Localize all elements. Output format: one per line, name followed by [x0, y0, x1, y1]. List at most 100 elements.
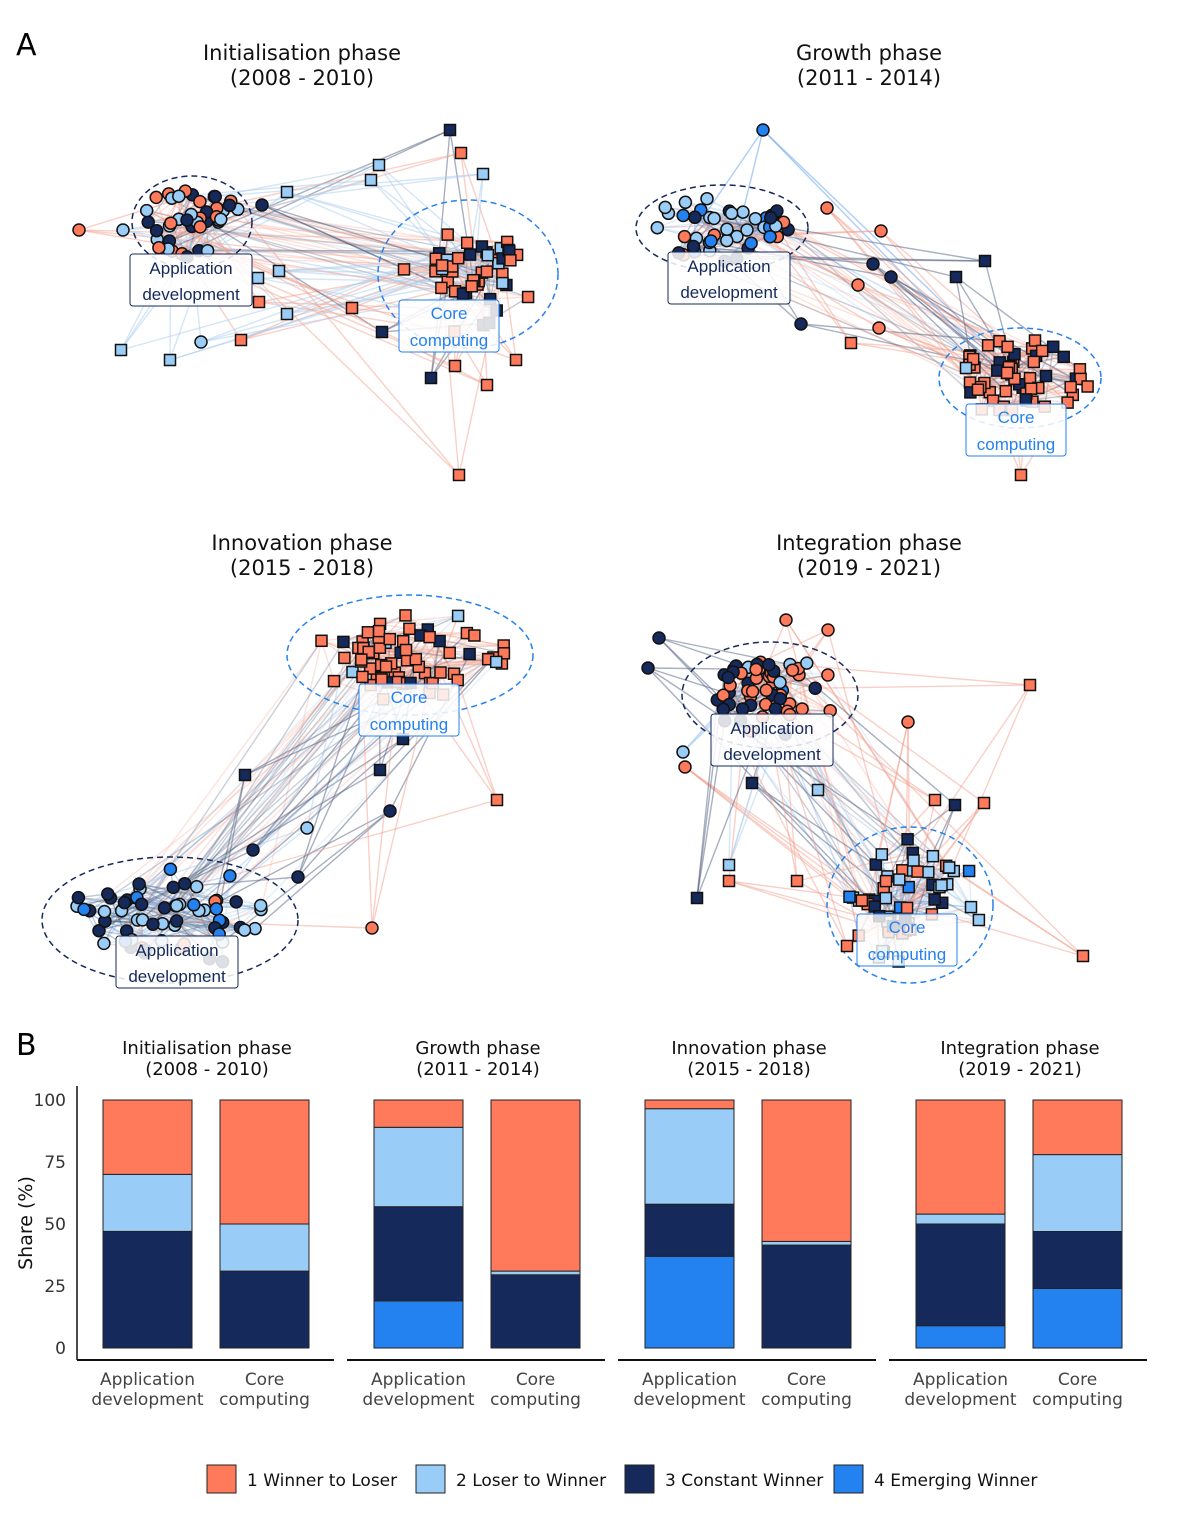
node-square — [1061, 396, 1074, 409]
network-edge — [878, 327, 1023, 389]
node-circle — [157, 901, 172, 915]
network-edge — [775, 225, 986, 262]
node-circle — [720, 233, 734, 248]
network-edge — [965, 367, 1080, 370]
legend-swatch — [833, 1464, 864, 1494]
bar-segment-winner-to-loser — [219, 1099, 310, 1225]
cluster-app-line2: development — [723, 745, 821, 764]
node-square — [452, 468, 466, 482]
node-square — [383, 632, 397, 646]
network-edge — [678, 129, 764, 254]
cluster-label-core-growth: Core computing — [965, 403, 1067, 457]
node-square — [337, 635, 350, 649]
node-square — [463, 647, 476, 661]
network-edge — [826, 207, 1001, 411]
node-circle — [721, 670, 735, 685]
node-circle — [169, 914, 184, 928]
node-square — [981, 339, 995, 352]
bar-segment-winner-to-loser — [1032, 1099, 1123, 1156]
node-square — [397, 263, 411, 276]
node-square — [114, 343, 128, 357]
bar-segment-constant-winner — [761, 1244, 852, 1349]
x-tick-label: development — [91, 1390, 203, 1410]
node-square — [451, 609, 465, 623]
node-circle — [658, 200, 672, 215]
network-title-initialisation: Initialisation phase — [203, 41, 401, 65]
network-edge — [872, 263, 1007, 392]
node-square — [843, 890, 856, 904]
node-circle — [800, 656, 814, 670]
bar-segment-loser-to-winner — [761, 1240, 852, 1246]
node-square — [373, 763, 387, 777]
node-circle — [744, 236, 758, 250]
node-circle — [901, 715, 915, 729]
node-square — [451, 251, 465, 265]
node-square — [280, 307, 294, 321]
network-edge — [207, 250, 471, 256]
node-square — [1024, 382, 1038, 395]
node-square — [460, 236, 474, 250]
node-square — [999, 384, 1013, 398]
node-circle — [72, 223, 86, 237]
network-edge — [792, 669, 1084, 957]
node-square — [399, 643, 413, 657]
facet-subtitle: (2015 - 2018) — [687, 1059, 811, 1080]
network-edge — [948, 867, 1084, 957]
node-circle — [229, 895, 243, 909]
node-square — [463, 248, 477, 261]
node-circle — [745, 684, 760, 699]
y-tick-label: 25 — [44, 1277, 66, 1297]
network-title-growth: Growth phase — [796, 41, 942, 65]
x-tick-label: development — [633, 1390, 745, 1410]
node-circle — [724, 206, 739, 221]
node-circle — [678, 195, 693, 210]
node-circle — [759, 683, 774, 698]
network-edge — [457, 679, 498, 801]
node-square — [338, 651, 351, 665]
node-circle — [146, 917, 160, 931]
node-square — [409, 652, 423, 666]
node-square — [949, 270, 963, 284]
node-square — [964, 900, 978, 914]
node-circle — [872, 321, 886, 335]
node-square — [234, 333, 248, 347]
node-square — [907, 854, 920, 867]
network-edge — [647, 667, 734, 670]
node-circle — [300, 821, 314, 835]
network-edge — [215, 684, 372, 910]
network-edge — [380, 615, 459, 625]
node-circle — [794, 317, 808, 331]
node-square — [497, 647, 511, 660]
cluster-app-line1: Application — [135, 941, 218, 960]
bar-segment-constant-winner — [219, 1270, 310, 1349]
node-square — [1019, 393, 1033, 406]
network-edge — [736, 129, 764, 237]
network-edge — [363, 646, 502, 665]
network-edge — [955, 276, 971, 356]
network-edge — [222, 810, 391, 943]
cluster-app-line1: Application — [687, 257, 770, 276]
panel-a-label: A — [16, 28, 37, 63]
node-circle — [676, 208, 690, 223]
y-tick-label: 100 — [34, 1091, 66, 1111]
node-circle — [116, 223, 130, 237]
network-edge — [175, 641, 344, 907]
network-edge — [899, 866, 950, 909]
network-subtitle-growth: (2011 - 2014) — [797, 66, 941, 90]
network-edge — [878, 870, 914, 917]
node-square — [238, 768, 252, 782]
node-circle — [166, 880, 181, 895]
bar-segment-loser-to-winner — [915, 1213, 1006, 1225]
node-circle — [820, 201, 834, 215]
network-edge — [907, 721, 912, 930]
legend-label: 4 Emerging Winner — [874, 1471, 1037, 1491]
network-growth — [635, 123, 1102, 482]
network-edge — [770, 217, 852, 344]
node-circle — [246, 843, 260, 857]
bar-segment-winner-to-loser — [102, 1099, 193, 1175]
bar-segment-constant-winner — [644, 1203, 735, 1257]
node-square — [454, 146, 468, 160]
node-square — [1027, 355, 1041, 369]
network-edge — [141, 886, 174, 921]
node-circle — [223, 869, 237, 883]
